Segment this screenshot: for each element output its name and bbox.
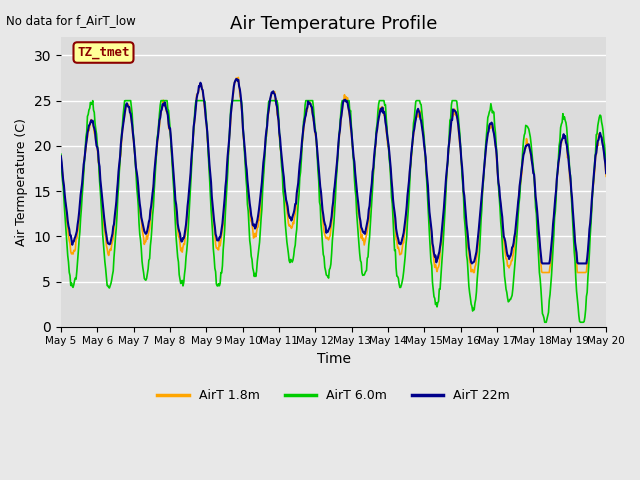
AirT 1.8m (207, 188, 215, 193)
AirT 1.8m (417, 110, 424, 116)
AirT 22m (57, 154, 65, 159)
AirT 6.0m (89, 98, 97, 104)
Title: Air Temperature Profile: Air Temperature Profile (230, 15, 437, 33)
AirT 6.0m (124, 98, 131, 104)
AirT 6.0m (57, 151, 65, 157)
Line: AirT 6.0m: AirT 6.0m (61, 101, 606, 322)
Text: No data for f_AirT_low: No data for f_AirT_low (6, 14, 136, 27)
AirT 6.0m (208, 218, 216, 224)
AirT 22m (602, 170, 610, 176)
AirT 6.0m (417, 101, 424, 107)
AirT 6.0m (179, 283, 187, 289)
AirT 22m (417, 116, 424, 121)
AirT 22m (233, 76, 241, 82)
AirT 22m (207, 180, 215, 185)
AirT 6.0m (541, 319, 548, 325)
AirT 22m (67, 232, 75, 238)
AirT 22m (123, 100, 131, 106)
AirT 1.8m (123, 102, 131, 108)
Line: AirT 22m: AirT 22m (61, 79, 606, 264)
AirT 22m (179, 238, 186, 244)
X-axis label: Time: Time (317, 352, 351, 366)
AirT 22m (468, 261, 476, 266)
Legend: AirT 1.8m, AirT 6.0m, AirT 22m: AirT 1.8m, AirT 6.0m, AirT 22m (152, 384, 515, 408)
Text: TZ_tmet: TZ_tmet (77, 46, 130, 59)
AirT 6.0m (401, 261, 408, 267)
AirT 1.8m (234, 74, 242, 80)
AirT 1.8m (602, 173, 610, 179)
AirT 1.8m (179, 249, 186, 255)
AirT 1.8m (470, 270, 477, 276)
AirT 6.0m (602, 167, 610, 173)
AirT 22m (401, 224, 408, 230)
Line: AirT 1.8m: AirT 1.8m (61, 77, 606, 273)
AirT 1.8m (67, 249, 75, 255)
AirT 6.0m (67, 283, 75, 288)
Y-axis label: Air Termperature (C): Air Termperature (C) (15, 118, 28, 246)
AirT 1.8m (401, 231, 408, 237)
AirT 1.8m (57, 156, 65, 161)
